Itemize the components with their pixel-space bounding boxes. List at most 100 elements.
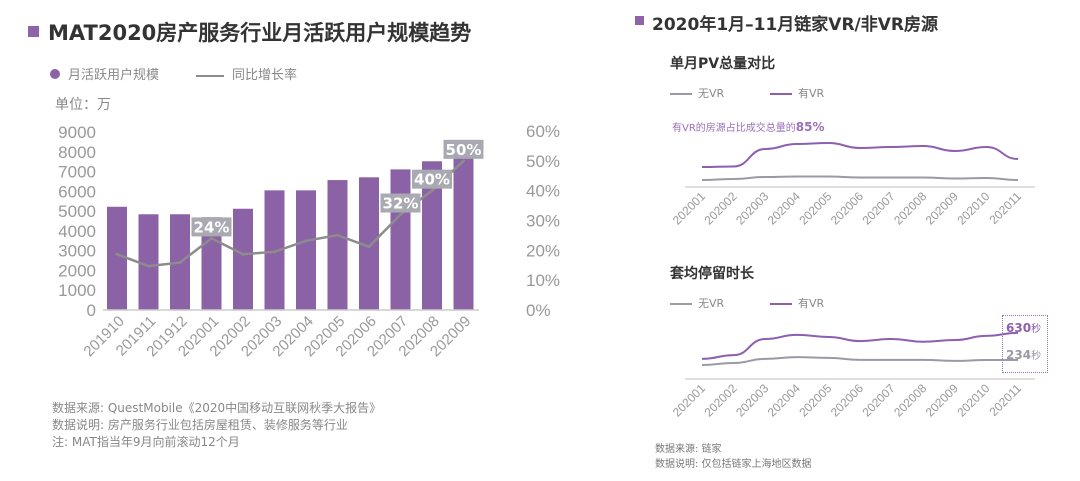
growth-point	[210, 236, 213, 240]
growth-point	[462, 159, 465, 163]
growth-point	[430, 189, 434, 193]
bar	[138, 214, 159, 310]
unit: 秒	[1031, 351, 1042, 362]
y2-tick-label: 60%	[526, 122, 560, 141]
x-tick-label: 202009	[923, 381, 961, 419]
growth-point	[304, 239, 308, 243]
x-tick-label: 202002	[702, 381, 740, 419]
x-tick-label: 202005	[796, 189, 834, 227]
y-tick-label: 4000	[58, 222, 96, 241]
right-notes: 数据来源: 链家 数据说明: 仅包括链家上海地区数据	[655, 442, 812, 472]
y2-tick-label: 20%	[526, 241, 560, 260]
series-line-novr	[701, 175, 1019, 181]
vr-end-value: 630	[1006, 321, 1032, 335]
annotation-value: 85%	[795, 120, 825, 134]
legend-dot-icon	[50, 69, 60, 79]
y2-tick-label: 10%	[526, 271, 560, 290]
y2-tick-label: 40%	[526, 182, 560, 201]
y2-tick-label: 50%	[526, 152, 560, 171]
x-tick-label: 202007	[860, 189, 898, 227]
growth-point	[273, 250, 276, 254]
y-tick-label: 7000	[58, 163, 96, 182]
novr-end-label: 234秒	[1006, 347, 1041, 362]
bar	[264, 190, 285, 310]
growth-point	[336, 233, 339, 237]
x-tick-label: 202001	[670, 381, 708, 419]
pv-chart-title: 单月PV总量对比	[670, 56, 776, 72]
data-label: 32%	[383, 195, 419, 213]
note: 数据来源: 链家	[655, 444, 722, 455]
legend-label: 无VR	[698, 297, 725, 310]
legend-line-icon	[670, 93, 692, 95]
vr-end-label: 630秒	[1006, 320, 1041, 335]
end-label-box	[1002, 315, 1048, 373]
data-label: 50%	[446, 141, 482, 159]
x-tick-label: 202007	[860, 381, 898, 419]
series-line-vr	[701, 331, 1019, 360]
x-tick-label: 202001	[670, 189, 708, 227]
y-tick-label: 1000	[58, 281, 96, 300]
x-tick-label: 202010	[954, 189, 992, 227]
data-label-box	[380, 193, 421, 213]
legend-line-icon	[670, 303, 692, 305]
legend-line-label: 同比增长率	[232, 68, 298, 83]
growth-point	[147, 264, 150, 268]
bar	[453, 156, 474, 310]
left-chart-title: MAT2020房产服务行业月活跃用户规模趋势	[48, 21, 472, 45]
x-tick-label: 202011	[987, 189, 1025, 227]
y2-tick-label: 30%	[526, 212, 560, 231]
novr-end-value: 234	[1006, 348, 1032, 362]
unit: 秒	[1031, 324, 1042, 335]
y-tick-label: 2000	[58, 261, 96, 280]
series-line-novr	[701, 356, 1018, 367]
legend-line-icon	[196, 74, 224, 77]
note: 数据说明: 房产服务行业包括房屋租赁、装修服务等行业	[52, 418, 348, 432]
x-tick-label: 202006	[828, 381, 866, 419]
x-tick-label: 202003	[733, 381, 771, 419]
x-tick-label: 202004	[765, 189, 803, 227]
left-notes: 数据来源: QuestMobile《2020中国移动互联网秋季大报告》 数据说明…	[52, 400, 381, 451]
y-tick-label: 8000	[58, 143, 96, 162]
unit-label: 单位：万	[55, 97, 111, 113]
growth-point	[178, 261, 182, 265]
note: 数据说明: 仅包括链家上海地区数据	[655, 459, 812, 470]
x-tick-label: 202009	[923, 189, 961, 227]
legend-bar-label: 月活跃用户规模	[68, 68, 160, 83]
dwell-legend-vr: 有VR	[770, 295, 824, 311]
growth-line	[116, 159, 465, 268]
data-label: 40%	[414, 171, 450, 189]
x-tick-label: 202010	[954, 381, 992, 419]
bar	[296, 190, 316, 310]
x-tick-label: 202004	[765, 381, 803, 419]
legend-line: 同比增长率	[196, 64, 297, 83]
x-tick-label: 202003	[733, 189, 771, 227]
data-label-box	[443, 139, 484, 159]
note: 注: MAT指当年9月向前滚动12个月	[52, 435, 240, 449]
right-chart-title: 2020年1月–11月链家VR/非VR房源	[652, 15, 939, 35]
y-tick-label: 9000	[58, 123, 96, 142]
growth-point	[115, 252, 119, 256]
data-label: 24%	[194, 218, 230, 236]
title-marker-icon	[28, 26, 39, 37]
pv-annotation: 有VR的房源占比成交总量的85%	[672, 119, 825, 134]
dwell-legend-novr: 无VR	[670, 295, 724, 311]
data-label-box	[191, 217, 232, 237]
bar	[390, 169, 411, 310]
legend-bar: 月活跃用户规模	[50, 64, 159, 83]
legend-label: 有VR	[798, 297, 825, 310]
x-tick-label: 202008	[891, 381, 929, 419]
x-tick-label: 202002	[702, 189, 740, 227]
pv-legend-vr: 有VR	[770, 85, 824, 101]
y-tick-label: 3000	[58, 242, 96, 261]
data-label-box	[412, 169, 452, 189]
growth-point	[367, 245, 371, 249]
y-tick-label: 6000	[58, 182, 96, 201]
bar	[422, 161, 442, 310]
x-tick-label: 202006	[828, 189, 866, 227]
series-line-vr	[701, 141, 1019, 168]
y2-tick-label: 0%	[526, 301, 551, 320]
legend-label: 无VR	[698, 87, 725, 100]
x-tick-label: 202011	[987, 381, 1025, 419]
legend-line-icon	[770, 303, 792, 305]
